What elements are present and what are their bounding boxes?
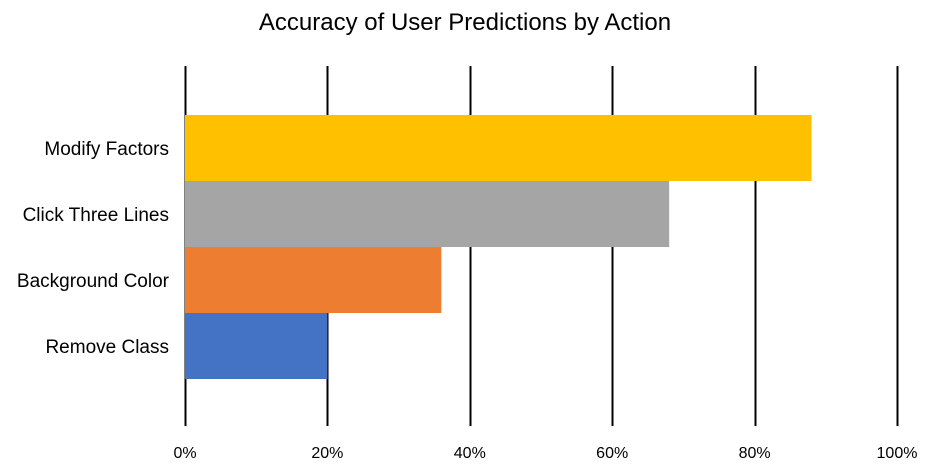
bars [185,115,812,379]
category-labels: Modify Factors Click Three Lines Backgroun… [17,139,170,358]
x-tick-label: 20% [311,445,343,462]
x-tick-label: 0% [173,445,196,462]
category-label: Modify Factors [44,139,169,160]
x-tick-label: 80% [739,445,771,462]
x-tick-label: 40% [454,445,486,462]
x-tick-label: 100% [877,445,918,462]
bar [185,115,812,181]
category-label: Remove Class [45,337,169,358]
bar [185,247,442,313]
category-label: Click Three Lines [23,205,169,226]
chart-title: Accuracy of User Predictions by Action [259,9,671,36]
category-label: Background Color [17,271,170,292]
bar [185,181,670,247]
bar [185,313,328,379]
x-axis-tick-labels: 0% 20% 40% 60% 80% 100% [173,445,917,462]
x-tick-label: 60% [596,445,628,462]
